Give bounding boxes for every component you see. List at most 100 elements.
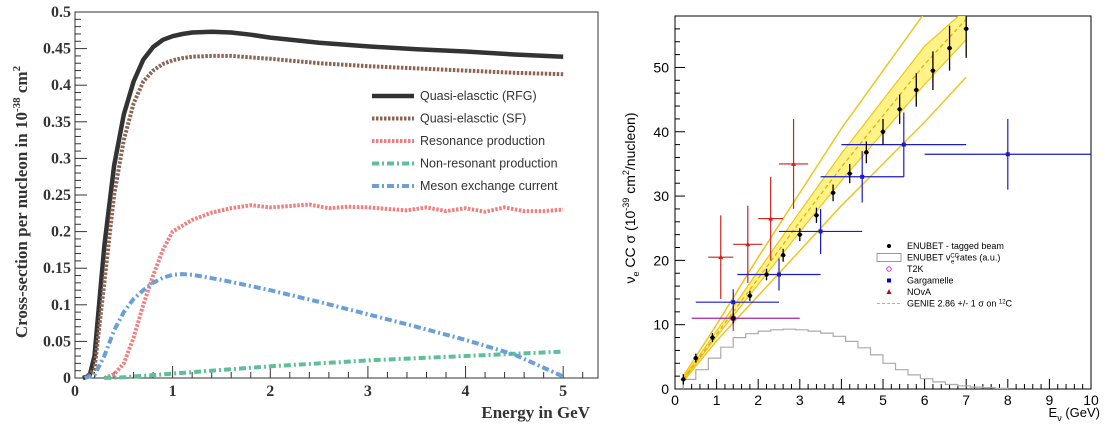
left-y-label-exp: -38 — [11, 97, 23, 112]
left-series-quasi-elasctic-rfg — [82, 29, 564, 381]
right-nova-point-marker — [745, 241, 751, 247]
right-y-tick-label: 40 — [653, 124, 669, 140]
right-nova-point-marker — [768, 216, 774, 221]
right-gargamelle-point-marker — [1005, 152, 1010, 157]
right-gargamelle-point-marker — [860, 174, 865, 179]
right-x-tick-label: 1 — [713, 392, 721, 408]
right-genie-upper-line — [682, 16, 924, 377]
right-enubet-marker — [747, 293, 753, 298]
right-legend-genie-2-86-1-on-c-label-sup: 12 — [999, 300, 1006, 306]
left-y-tick-label: 0.4 — [51, 77, 71, 94]
left-plot-frame — [74, 11, 599, 379]
right-enubet-marker — [830, 190, 836, 196]
right-gargamelle-point-marker — [731, 300, 736, 305]
right-legend-nova-swatch — [886, 289, 892, 294]
right-x-tick-label: 4 — [838, 392, 846, 408]
left-x-tick-label: 4 — [462, 383, 470, 400]
left-series-non-resonant-production — [104, 349, 564, 380]
left-plot-border — [74, 11, 599, 379]
right-y-label-exp: -39 — [621, 198, 631, 211]
right-y-label-unit-exp: 2 — [621, 170, 631, 175]
left-y-tick-label: 0.1 — [51, 297, 71, 314]
right-enubet-marker — [964, 26, 969, 32]
left-y-tick-label: 0.3 — [51, 150, 71, 167]
left-chart: 0 0.05 0.1 0.15 0.2 0.25 0.3 0.35 0.4 0.45 0.5 0 1 2 3… — [11, 4, 599, 422]
right-x-tick-label: 10 — [1083, 392, 1099, 408]
left-y-axis-label: Cross-section per nucleon in 10-38 cm2 — [11, 65, 31, 338]
right-enubet-marker — [914, 87, 919, 93]
right-x-tick-label: 3 — [796, 392, 804, 408]
right-y-tick-label: 20 — [653, 252, 669, 268]
right-y-label-unit: cm — [622, 175, 638, 198]
right-legend-genie-2-86-1-on-c-label: GENIE 2.86 +/- 1 σ on 12C — [907, 299, 1013, 309]
right-y-tick-label: 30 — [653, 188, 669, 204]
left-legend-label-meson-exchange-current: Meson exchange current — [420, 179, 558, 193]
right-y-label-rest: CC σ (10 — [622, 210, 638, 271]
right-x-tick-label: 5 — [879, 392, 887, 408]
right-y-tick-label: 50 — [653, 59, 669, 75]
right-legend: ENUBET - tagged beam ENUBET νCC e rates (a… — [876, 241, 1013, 309]
right-x-axis-label: Eν (GeV) — [1049, 405, 1100, 422]
right-x-tick-label: 9 — [1046, 392, 1054, 408]
left-y-tick-label: 0.15 — [43, 260, 71, 277]
left-x-tick-label: 1 — [169, 383, 177, 400]
right-x-label-sub: ν — [1057, 413, 1062, 422]
right-legend-t2k-swatch — [886, 266, 892, 272]
right-gargamelle-point-marker — [901, 142, 906, 147]
right-plot-area — [680, 16, 1091, 389]
left-y-tick-label: 0.35 — [43, 114, 71, 131]
right-enubet-marker — [814, 213, 819, 218]
right-gargamelle-point-marker — [777, 272, 781, 277]
right-enubet-marker — [880, 129, 886, 134]
left-x-tick-label: 0 — [71, 383, 79, 400]
right-enubet-marker — [864, 150, 869, 155]
right-genie-lower-line — [682, 76, 967, 382]
left-y-tick-label: 0.2 — [51, 224, 71, 241]
right-x-tick-label: 2 — [754, 392, 762, 408]
right-x-label-unit: (GeV) — [1062, 405, 1100, 420]
right-legend-enubet-rates-a-u-label-main: ENUBET ν — [907, 253, 951, 263]
right-legend-nova-label-main: NOvA — [907, 287, 931, 297]
right-nova-point-marker — [718, 254, 724, 260]
right-enubet-marker — [947, 45, 952, 51]
right-x-tick-label: 8 — [1004, 392, 1012, 408]
left-legend-label-quasi-elasctic-rfg: Quasi-elasctic (RFG) — [420, 89, 537, 103]
left-legend-label-non-resonant-production: Non-resonant production — [420, 157, 558, 171]
right-enubet-marker — [797, 232, 802, 237]
right-legend-enubet-tagged-beam-swatch — [887, 244, 891, 248]
right-chart: 0 10 20 30 40 50 0 1 2 3 4 5 6 7 8 9 10 ENUBET - tagged … — [600, 0, 1105, 423]
right-y-label-main: ν — [622, 276, 638, 283]
left-y-label-unit-exp: 2 — [11, 65, 23, 71]
left-x-tick-label: 5 — [559, 383, 567, 400]
right-legend-gargamelle-label: Gargamelle — [907, 276, 954, 286]
left-legend-label-resonance-production: Resonance production — [420, 134, 545, 148]
right-enubet-marker — [731, 316, 736, 321]
left-y-label-main: Cross-section per nucleon in 10 — [12, 112, 31, 338]
right-y-label-end: /nucleon) — [622, 113, 638, 171]
left-x-axis-label: Energy in GeV — [481, 403, 590, 422]
right-x-tick-label: 7 — [962, 392, 970, 408]
left-series-quasi-elasctic-sf — [83, 53, 564, 380]
right-y-tick-label: 10 — [653, 317, 669, 333]
right-enubet-marker — [780, 253, 786, 258]
right-x-label-main: E — [1049, 405, 1058, 420]
right-y-axis-label: νe CC σ (10-39 cm2/nucleon) — [621, 113, 641, 284]
right-enubet-marker — [693, 355, 698, 361]
left-series-meson-exchange-current — [84, 272, 565, 380]
right-legend-t2k-label-main: T2K — [907, 264, 924, 274]
left-y-tick-label: 0 — [63, 370, 71, 387]
right-rates-histogram — [682, 328, 1009, 389]
right-y-label-sub: e — [631, 271, 641, 276]
left-y-tick-label: 0.45 — [43, 41, 71, 58]
right-legend-enubet-rates-a-u-label-sub: e — [951, 260, 955, 266]
right-enubet-marker — [897, 107, 902, 112]
right-legend-enubet-rates-a-u-label-sup: CC — [950, 254, 959, 260]
right-data-layer — [680, 16, 1091, 389]
right-enubet-marker — [764, 272, 769, 277]
left-x-tick-label: 3 — [364, 383, 372, 400]
right-legend-enubet-rates-a-u-swatch — [876, 253, 902, 262]
left-chart-svg: 0 0.05 0.1 0.15 0.2 0.25 0.3 0.35 0.4 0.45 0.5 0 1 2 3… — [11, 4, 599, 422]
right-genie-central — [682, 18, 967, 380]
right-legend-genie-2-86-1-on-c-label-tail: C — [1006, 299, 1013, 309]
